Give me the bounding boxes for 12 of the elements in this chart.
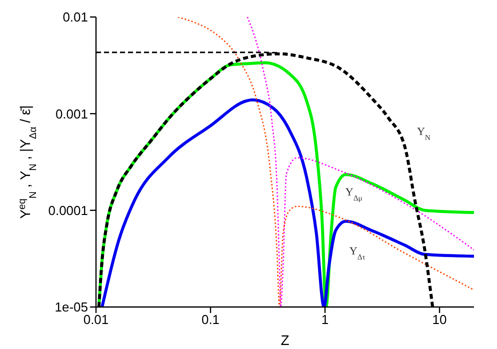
series-label: Y$_{Δμ}$ xyxy=(345,186,362,202)
series-label: Y$_{Δτ}$ xyxy=(349,245,366,261)
y-tick-label: 0.0001 xyxy=(48,202,88,218)
y-tick-label: 1e-05 xyxy=(54,300,88,315)
x-axis-title: Z xyxy=(280,332,290,348)
y-tick-label: 0.01 xyxy=(62,10,88,25)
x-tick-label: 0.01 xyxy=(83,312,109,328)
series-label: Y$_{N}$ xyxy=(416,126,431,142)
x-tick-label: 0.1 xyxy=(201,312,220,328)
x-tick-label: 1 xyxy=(321,312,329,328)
x-tick-label: 10 xyxy=(432,312,447,328)
y-tick-label: 0.001 xyxy=(55,106,88,122)
